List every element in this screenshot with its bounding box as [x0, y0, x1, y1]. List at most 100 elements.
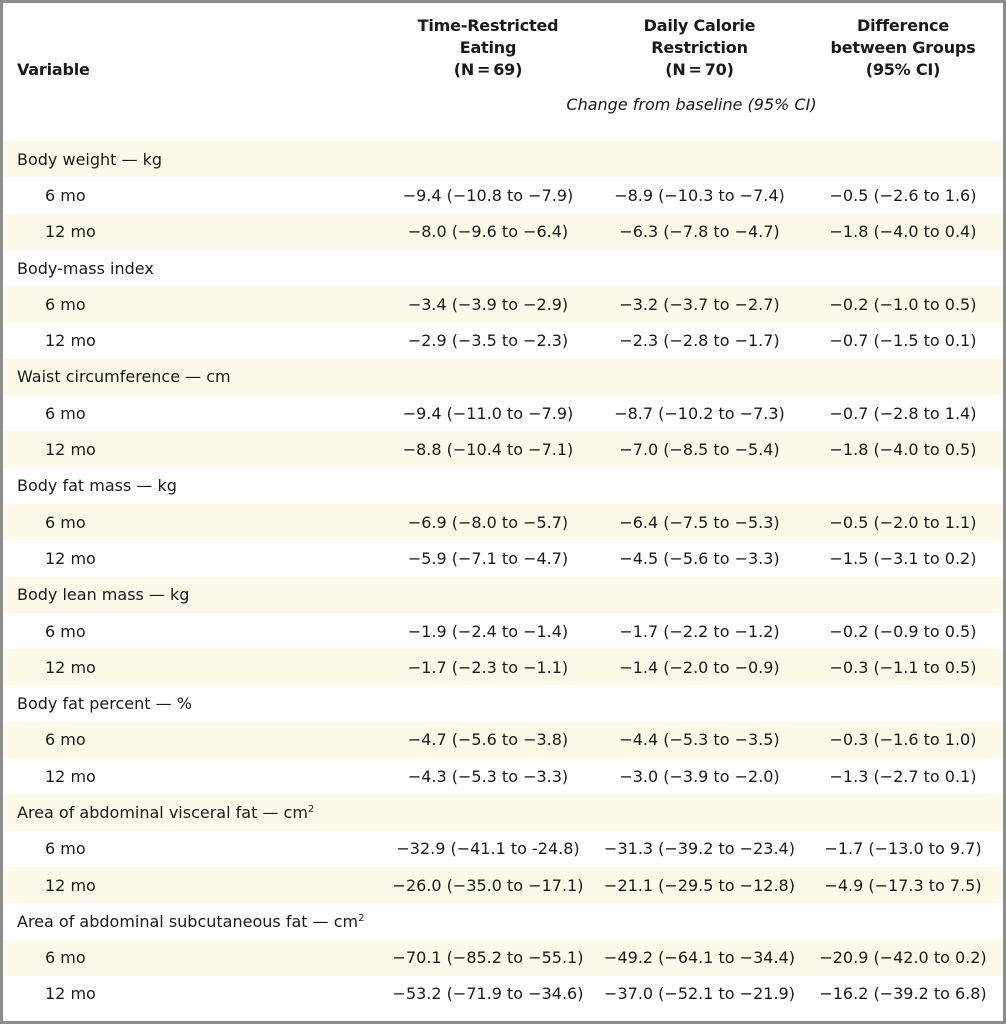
difference-value-cell: −1.5 (−3.1 to 0.2)	[829, 548, 977, 568]
timepoint-cell: 6 mo	[3, 286, 380, 323]
section-row: Body-mass index	[3, 250, 1003, 286]
header-tre-line-1: Time-Restricted	[417, 16, 559, 35]
section-label: Body fat percent — %	[3, 685, 1003, 721]
dcr-value-cell: −3.2 (−3.7 to −2.7)	[596, 286, 803, 323]
tre-value-cell: −1.9 (−2.4 to −1.4)	[407, 621, 569, 641]
unit-superscript: 2	[358, 912, 365, 924]
timepoint-cell: 12 mo	[45, 766, 96, 786]
section-row: Body lean mass — kg	[3, 576, 1003, 613]
section-label-text: Area of abdominal visceral fat — cm	[17, 802, 308, 822]
table-row: 6 mo −9.4 (−10.8 to −7.9) −8.9 (−10.3 to −…	[3, 177, 1003, 213]
timepoint-cell: 12 mo	[3, 649, 380, 686]
section-label-text: Waist circumference — cm	[17, 367, 231, 387]
section-label-text: Body-mass index	[17, 258, 154, 278]
header-diff-line-1: Difference	[856, 16, 949, 35]
timepoint-cell: 6 mo	[45, 185, 86, 205]
table-row: 6 mo −32.9 (−41.1 to -24.8) −31.3 (−39.2 t…	[3, 831, 1003, 867]
timepoint-cell: 6 mo	[3, 939, 380, 976]
table-row: 6 mo −6.9 (−8.0 to −5.7) −6.4 (−7.5 to −5.…	[3, 503, 1003, 541]
table-row: 6 mo −9.4 (−11.0 to −7.9) −8.7 (−10.2 to −…	[3, 395, 1003, 431]
tre-value-cell: −3.4 (−3.9 to −2.9)	[380, 286, 596, 323]
dcr-value-cell: −3.0 (−3.9 to −2.0)	[619, 766, 780, 786]
difference-value-cell: −0.2 (−1.0 to 0.5)	[803, 286, 1003, 323]
section-row: Area of abdominal visceral fat — cm2	[3, 794, 1003, 831]
header-row: Variable Time-Restricted Eating (N = 69)…	[3, 3, 1003, 91]
timepoint-cell: 6 mo	[45, 839, 86, 859]
section-label: Body fat mass — kg	[3, 468, 1003, 504]
difference-value-cell: −0.5 (−2.0 to 1.1)	[803, 503, 1003, 541]
subheader-change-from-baseline: Change from baseline (95% CI)	[566, 95, 817, 114]
header-dcr-line-2: Restriction	[651, 38, 748, 57]
difference-value-cell: −1.3 (−2.7 to 0.1)	[829, 766, 977, 786]
timepoint-cell: 6 mo	[3, 721, 380, 759]
table-row: 12 mo −8.8 (−10.4 to −7.1) −7.0 (−8.5 to −…	[3, 431, 1003, 468]
difference-value-cell: −16.2 (−39.2 to 6.8)	[819, 984, 987, 1004]
section-label-text: Body fat mass — kg	[17, 476, 177, 496]
timepoint-cell: 6 mo	[45, 403, 86, 423]
difference-value-cell: −0.3 (−1.6 to 1.0)	[803, 721, 1003, 759]
header-daily-calorie-restriction: Daily Calorie Restriction (N = 70)	[596, 3, 803, 91]
dcr-value-cell: −1.4 (−2.0 to −0.9)	[596, 649, 803, 686]
tre-value-cell: −53.2 (−71.9 to −34.6)	[392, 984, 584, 1004]
timepoint-cell: 12 mo	[45, 331, 96, 351]
timepoint-cell: 12 mo	[3, 431, 380, 468]
timepoint-cell: 12 mo	[3, 866, 380, 904]
table-row: 6 mo −1.9 (−2.4 to −1.4) −1.7 (−2.2 to −1.…	[3, 613, 1003, 649]
dcr-value-cell: −8.9 (−10.3 to −7.4)	[614, 185, 785, 205]
tre-value-cell: −2.9 (−3.5 to −2.3)	[407, 331, 569, 351]
dcr-value-cell: −2.3 (−2.8 to −1.7)	[619, 331, 780, 351]
difference-value-cell: −0.5 (−2.6 to 1.6)	[829, 185, 977, 205]
dcr-value-cell: −37.0 (−52.1 to −21.9)	[604, 984, 795, 1004]
table-row: 12 mo −26.0 (−35.0 to −17.1) −21.1 (−29.5 …	[3, 866, 1003, 904]
section-label-text: Body weight — kg	[17, 149, 163, 169]
tre-value-cell: −8.8 (−10.4 to −7.1)	[380, 431, 596, 468]
section-label: Body weight — kg	[3, 141, 1003, 178]
table-row: 12 mo −8.0 (−9.6 to −6.4) −6.3 (−7.8 to −4…	[3, 213, 1003, 250]
table-row: 6 mo −4.7 (−5.6 to −3.8) −4.4 (−5.3 to −3.…	[3, 721, 1003, 759]
table-body: Body weight — kg 6 mo −9.4 (−10.8 to −7.9)…	[3, 141, 1003, 1012]
dcr-value-cell: −6.3 (−7.8 to −4.7)	[596, 213, 803, 250]
tre-value-cell: −9.4 (−10.8 to −7.9)	[402, 185, 574, 205]
tre-value-cell: −4.3 (−5.3 to −3.3)	[407, 766, 569, 786]
dcr-value-cell: −1.7 (−2.2 to −1.2)	[619, 621, 780, 641]
results-table: Variable Time-Restricted Eating (N = 69)…	[3, 3, 1003, 1012]
tre-value-cell: −9.4 (−11.0 to −7.9)	[402, 403, 574, 423]
dcr-value-cell: −21.1 (−29.5 to −12.8)	[596, 866, 803, 904]
section-label: Body-mass index	[3, 250, 1003, 286]
header-dcr-line-1: Daily Calorie	[643, 16, 756, 35]
timepoint-cell: 12 mo	[45, 984, 96, 1004]
section-row: Waist circumference — cm	[3, 358, 1003, 396]
timepoint-cell: 12 mo	[3, 213, 380, 250]
section-label: Area of abdominal visceral fat — cm2	[3, 794, 1003, 831]
difference-value-cell: −1.7 (−13.0 to 9.7)	[824, 839, 982, 859]
section-row: Body weight — kg	[3, 141, 1003, 178]
table-row: 6 mo −3.4 (−3.9 to −2.9) −3.2 (−3.7 to −2.…	[3, 286, 1003, 323]
difference-value-cell: −0.7 (−2.8 to 1.4)	[829, 403, 977, 423]
timepoint-cell: 12 mo	[45, 548, 96, 568]
tre-value-cell: −70.1 (−85.2 to −55.1)	[380, 939, 596, 976]
header-tre-line-2: Eating	[459, 38, 517, 57]
unit-superscript: 2	[307, 803, 315, 815]
table-row: 12 mo −1.7 (−2.3 to −1.1) −1.4 (−2.0 to −0…	[3, 649, 1003, 686]
tre-value-cell: −1.7 (−2.3 to −1.1)	[380, 649, 596, 686]
header-variable: Variable	[17, 60, 90, 79]
tre-value-cell: −8.0 (−9.6 to −6.4)	[380, 213, 596, 250]
header-dcr-line-3: (N = 70)	[665, 60, 734, 79]
tre-value-cell: −32.9 (−41.1 to -24.8)	[396, 839, 580, 859]
difference-value-cell: −0.3 (−1.1 to 0.5)	[803, 649, 1003, 686]
dcr-value-cell: −6.4 (−7.5 to −5.3)	[596, 503, 803, 541]
table-row: 12 mo −2.9 (−3.5 to −2.3) −2.3 (−2.8 to −1…	[3, 322, 1003, 358]
header-difference-between-groups: Difference between Groups (95% CI)	[803, 3, 1003, 91]
timepoint-cell: 6 mo	[3, 503, 380, 541]
difference-value-cell: −1.8 (−4.0 to 0.5)	[803, 431, 1003, 468]
table-row: 12 mo −4.3 (−5.3 to −3.3) −3.0 (−3.9 to −2…	[3, 758, 1003, 794]
section-label: Waist circumference — cm	[3, 358, 1003, 396]
header-time-restricted-eating: Time-Restricted Eating (N = 69)	[380, 3, 596, 91]
dcr-value-cell: −7.0 (−8.5 to −5.4)	[596, 431, 803, 468]
tre-value-cell: −6.9 (−8.0 to −5.7)	[380, 503, 596, 541]
section-row: Body fat percent — %	[3, 685, 1003, 721]
section-row: Area of abdominal subcutaneous fat — cm2	[3, 903, 1003, 939]
section-label-text: Area of abdominal subcutaneous fat — cm	[17, 911, 359, 931]
table-row: 6 mo −70.1 (−85.2 to −55.1) −49.2 (−64.1 t…	[3, 939, 1003, 976]
